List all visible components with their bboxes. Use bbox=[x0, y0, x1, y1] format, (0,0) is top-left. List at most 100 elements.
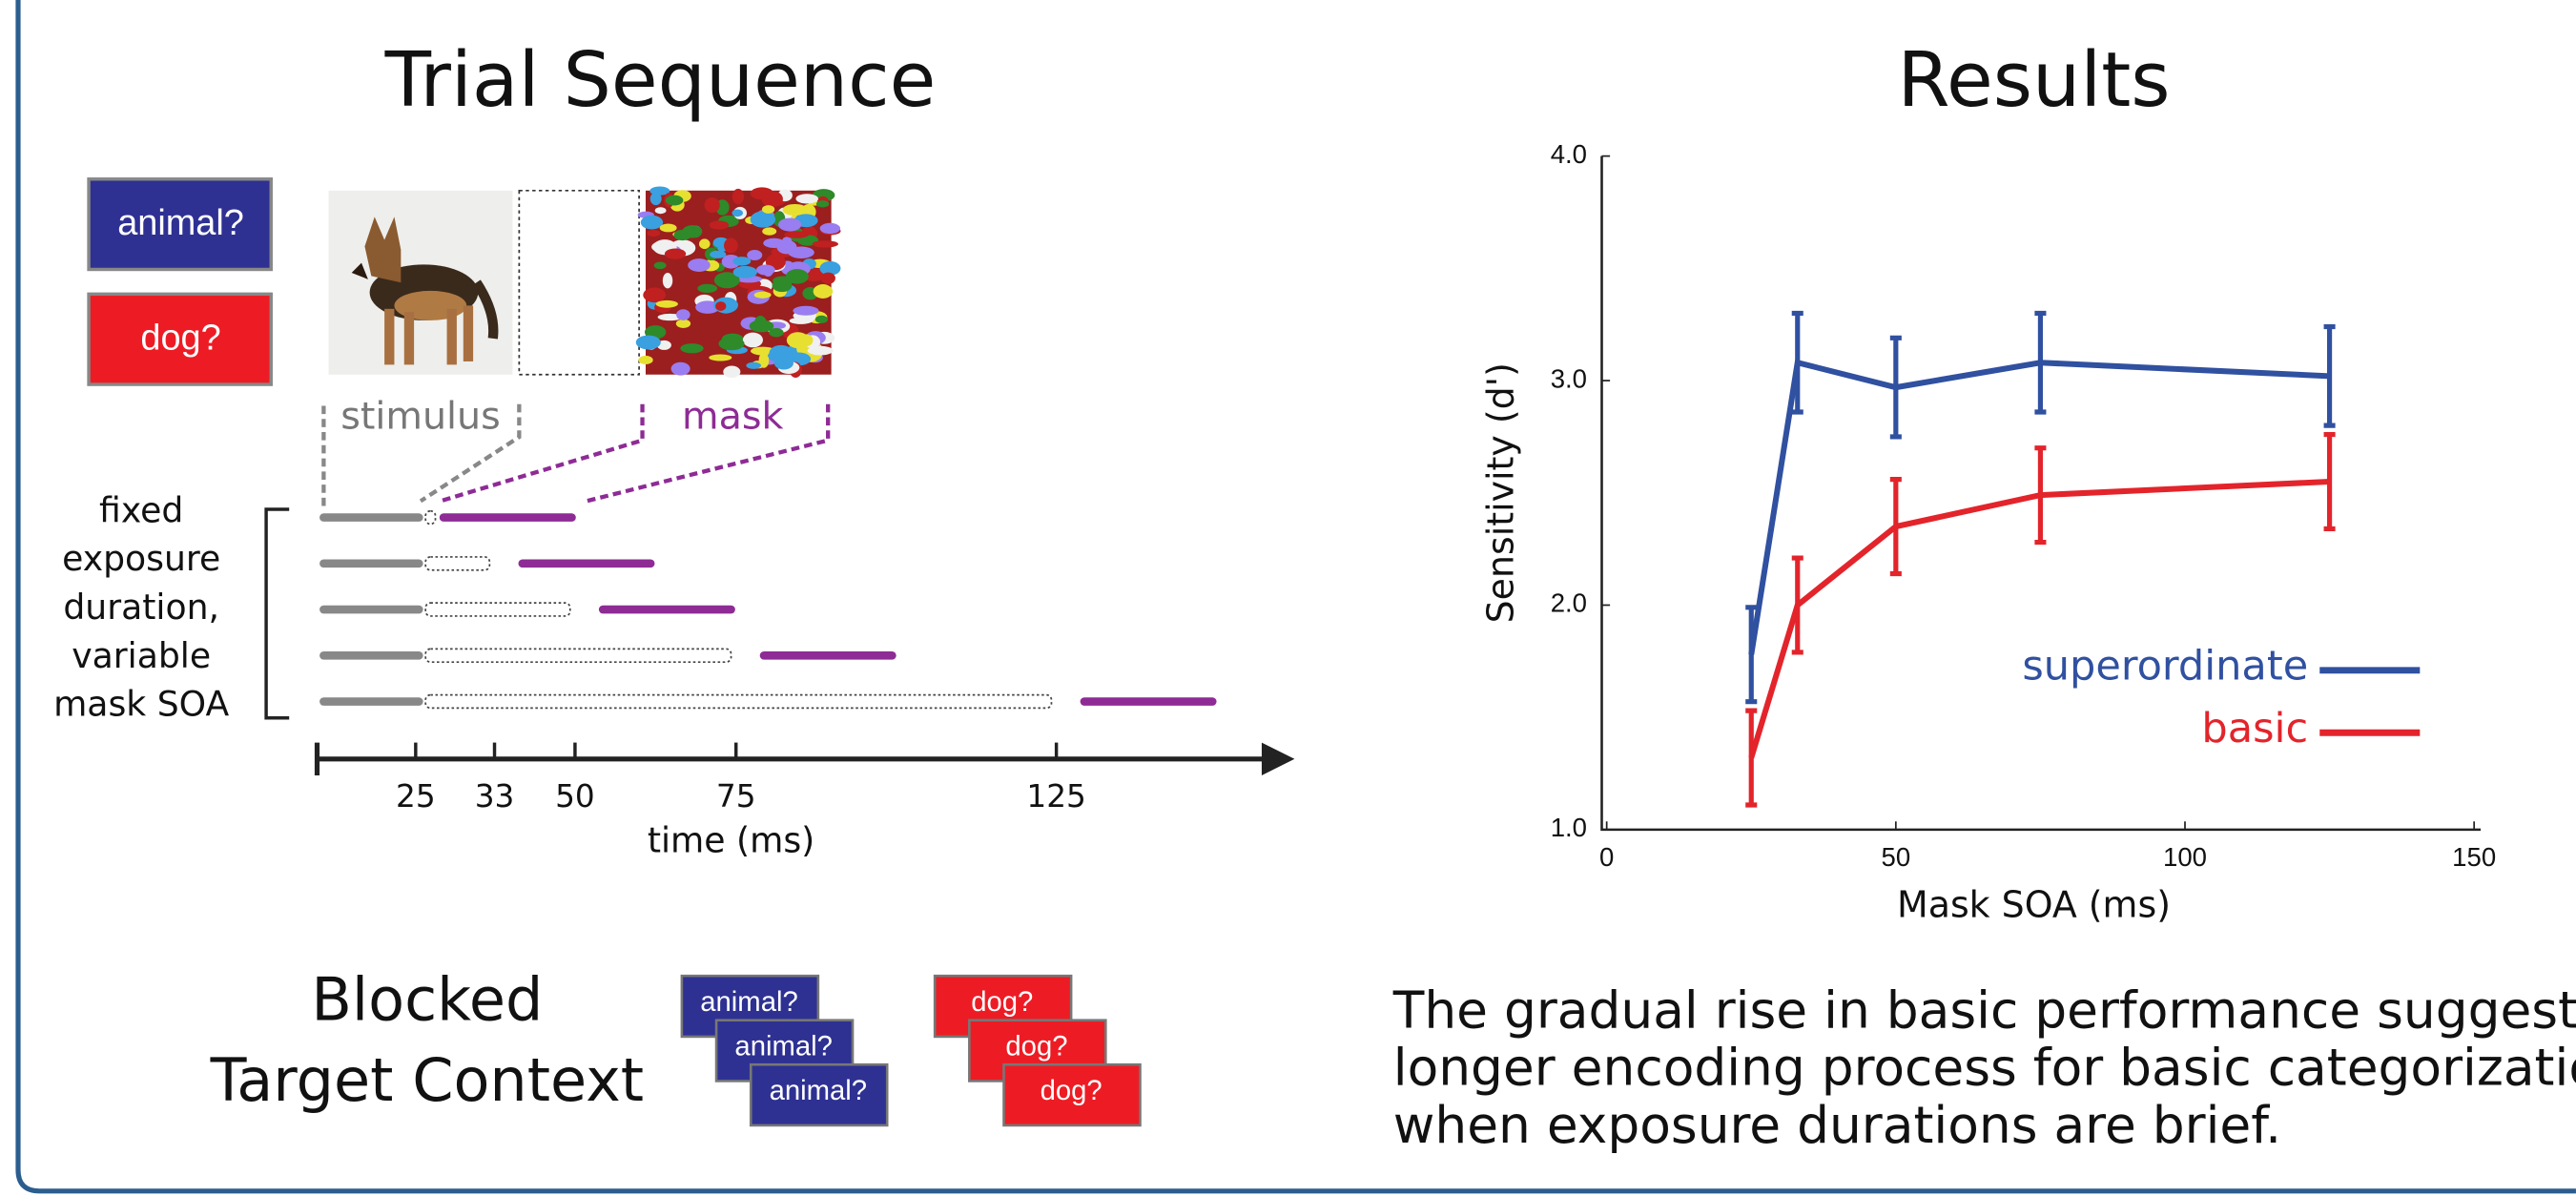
mask-blob bbox=[643, 287, 667, 303]
mask-blob bbox=[670, 361, 690, 376]
mask-blob bbox=[657, 313, 683, 321]
x-tick-label: 50 bbox=[1882, 842, 1911, 872]
mask-blob bbox=[697, 283, 718, 294]
bracket-label: duration, bbox=[63, 587, 219, 628]
mask-blob bbox=[784, 231, 810, 238]
section-title: Results bbox=[1898, 35, 2171, 124]
mask-blob bbox=[653, 261, 667, 270]
mask-blob bbox=[659, 223, 677, 233]
mask-blob bbox=[704, 197, 720, 214]
mask-blob bbox=[761, 191, 783, 208]
y-axis-label: Sensitivity (d') bbox=[1480, 362, 1522, 623]
bracket-label: variable bbox=[72, 635, 211, 676]
error-bar bbox=[2323, 431, 2336, 532]
bracket-label: mask SOA bbox=[53, 684, 229, 725]
mask-blob bbox=[664, 248, 687, 259]
error-bar bbox=[2034, 445, 2047, 546]
mask-blob bbox=[753, 291, 772, 299]
mask-blob bbox=[654, 207, 667, 215]
mask-blob bbox=[732, 188, 745, 205]
y-tick-label: 4.0 bbox=[1551, 139, 1587, 169]
mask-blob bbox=[807, 345, 834, 356]
mask-blob bbox=[673, 229, 691, 241]
context-card bbox=[749, 1062, 889, 1127]
mask-blob bbox=[662, 273, 673, 289]
cue-box bbox=[87, 177, 273, 272]
blank-interval bbox=[424, 693, 1053, 710]
mask-blob bbox=[815, 200, 830, 208]
mask-blob bbox=[688, 258, 711, 272]
context-card-label: dog? bbox=[971, 986, 1033, 1018]
mask-blob bbox=[640, 215, 664, 230]
mask-blob bbox=[695, 300, 720, 314]
context-card-label: dog? bbox=[1005, 1031, 1067, 1062]
error-bar bbox=[1791, 555, 1803, 655]
mask-blob bbox=[676, 309, 690, 320]
caption-line: The gradual rise in basic performance su… bbox=[1392, 979, 2576, 1040]
mask-blob bbox=[795, 194, 819, 204]
mask-blob bbox=[761, 205, 775, 214]
cue-label: dog? bbox=[140, 319, 220, 359]
mask-blob bbox=[732, 257, 752, 266]
x-tick-label: 150 bbox=[2452, 842, 2496, 872]
mask-blob bbox=[814, 315, 829, 323]
blank-interval bbox=[424, 509, 437, 526]
mask-blob bbox=[638, 355, 653, 364]
bracket-label: exposure bbox=[62, 538, 220, 579]
mask-blob bbox=[713, 272, 740, 289]
legend-label: basic bbox=[2201, 705, 2308, 753]
mask-blob bbox=[782, 203, 808, 217]
blank-interval bbox=[424, 556, 491, 571]
context-title: Blocked bbox=[311, 965, 543, 1035]
time-arrow bbox=[1261, 742, 1295, 776]
time-tick-label: 125 bbox=[1026, 778, 1085, 815]
blank-interval bbox=[424, 648, 732, 664]
context-title: Target Context bbox=[210, 1045, 644, 1115]
mask-blob bbox=[747, 249, 763, 260]
context-card-label: animal? bbox=[734, 1031, 833, 1062]
mask-blob bbox=[651, 241, 672, 253]
mask-blob bbox=[812, 240, 838, 248]
section-title: Trial Sequence bbox=[384, 35, 937, 124]
mask-blob bbox=[649, 192, 662, 206]
mask-blob bbox=[635, 335, 661, 350]
mask-blob bbox=[750, 211, 776, 228]
mask-blob bbox=[723, 365, 741, 379]
mask-blob bbox=[715, 301, 727, 311]
mask-blob bbox=[773, 357, 793, 370]
mask-blob bbox=[665, 195, 684, 206]
mask-blob bbox=[772, 278, 793, 293]
mask-blob bbox=[762, 227, 777, 236]
cue-label: animal? bbox=[117, 203, 244, 243]
caption-line: when exposure durations are brief. bbox=[1393, 1095, 2281, 1155]
mask-blob bbox=[756, 264, 775, 276]
mask-blob bbox=[799, 334, 814, 347]
mask-blob bbox=[788, 246, 814, 258]
error-bar bbox=[1791, 310, 1803, 415]
bracket-label: fixed bbox=[99, 489, 183, 530]
legend-label: superordinate bbox=[2022, 643, 2308, 691]
context-card-label: animal? bbox=[770, 1075, 868, 1106]
time-tick-label: 25 bbox=[396, 778, 436, 815]
stimulus-image bbox=[328, 190, 513, 375]
mask-blob bbox=[789, 317, 813, 324]
panel-frame bbox=[15, 0, 2576, 1194]
mask-blob bbox=[724, 237, 738, 254]
mask-label: mask bbox=[682, 395, 783, 439]
mask-blob bbox=[718, 337, 745, 351]
mask-blob bbox=[813, 284, 834, 299]
axis-label: time (ms) bbox=[648, 820, 814, 861]
mask-connector bbox=[440, 403, 831, 504]
mask-blob bbox=[777, 217, 802, 232]
error-bar bbox=[2323, 323, 2336, 428]
context-card-label: animal? bbox=[700, 986, 798, 1018]
mask-blob bbox=[769, 327, 784, 338]
time-axis bbox=[314, 742, 1273, 776]
mask-blob bbox=[732, 265, 757, 278]
y-tick-label: 3.0 bbox=[1551, 363, 1587, 393]
mask-blob bbox=[742, 332, 763, 348]
error-bar bbox=[1745, 708, 1758, 808]
y-tick-label: 2.0 bbox=[1551, 588, 1587, 618]
mask-blob bbox=[675, 319, 691, 328]
